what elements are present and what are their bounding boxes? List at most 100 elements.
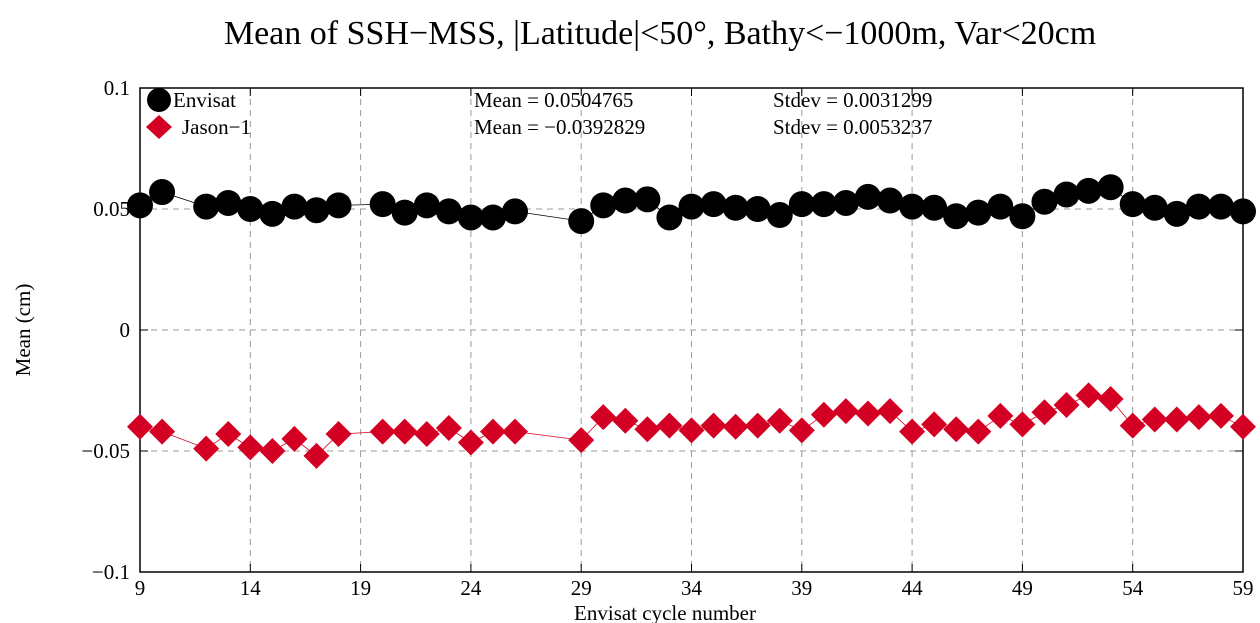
data-point [1141, 406, 1168, 433]
data-point [899, 418, 926, 445]
data-point [1119, 412, 1146, 439]
data-point [854, 400, 881, 427]
x-tick-label: 54 [1122, 576, 1144, 600]
data-point [259, 200, 286, 227]
data-point [281, 193, 308, 220]
data-point [877, 398, 904, 425]
data-point [877, 187, 904, 214]
data-point [1230, 413, 1256, 440]
x-tick-label: 29 [571, 576, 592, 600]
data-point [1141, 194, 1168, 221]
legend-label-jason: Jason−1 [182, 115, 251, 139]
data-point [987, 402, 1014, 429]
data-point [215, 189, 242, 216]
x-tick-label: 14 [240, 576, 262, 600]
data-point [854, 183, 881, 210]
data-point [766, 407, 793, 434]
data-point [656, 412, 683, 439]
data-point [237, 434, 264, 461]
data-point [237, 196, 264, 222]
legend: Envisat Jason−1 Mean = 0.0504765 Stdev =… [146, 88, 932, 139]
x-tick-label: 19 [350, 576, 371, 600]
data-point [149, 179, 176, 206]
grid [140, 88, 1243, 572]
data-point [810, 191, 837, 218]
x-tick-label: 44 [902, 576, 924, 600]
data-point [1097, 385, 1124, 412]
data-point [899, 193, 926, 220]
data-point [149, 418, 176, 445]
data-point [259, 438, 286, 464]
data-point [722, 194, 749, 221]
data-point [700, 412, 727, 439]
data-point [369, 191, 396, 218]
data-point [921, 194, 948, 221]
y-tick-label: 0.05 [93, 197, 130, 221]
data-point [965, 418, 992, 445]
data-point [1053, 392, 1080, 419]
data-point [832, 189, 859, 216]
data-point [700, 191, 727, 218]
x-tick-label: 9 [135, 576, 146, 600]
data-point [1207, 193, 1234, 220]
data-point [502, 418, 529, 445]
data-point [325, 192, 352, 219]
data-point [435, 198, 462, 225]
data-point [590, 192, 617, 219]
data-point [678, 417, 705, 444]
data-point [1075, 177, 1102, 204]
data-point [678, 193, 705, 220]
stat-stdev-jason: Stdev = 0.0053237 [773, 115, 932, 139]
series-envisat [127, 174, 1256, 235]
data-point [568, 208, 595, 235]
data-point [568, 427, 595, 454]
data-point [1009, 203, 1036, 230]
data-point [612, 187, 639, 214]
data-point [303, 442, 330, 469]
data-point [810, 401, 837, 428]
y-tick-label: −0.05 [81, 439, 130, 463]
data-point [1097, 174, 1124, 201]
axis-ticks: 9 14 19 24 29 34 39 44 49 54 59 −0.1 −0.05 0 0.05 0.1 [81, 76, 1253, 600]
data-point [832, 398, 859, 425]
data-point [1075, 382, 1102, 409]
series-layer [127, 174, 1256, 469]
data-point [193, 193, 220, 220]
x-axis-label: Envisat cycle number [574, 601, 756, 623]
data-point [1163, 406, 1190, 433]
data-point [413, 421, 440, 448]
y-axis-label: Mean (cm) [11, 284, 35, 377]
data-point [788, 417, 815, 444]
data-point [744, 412, 771, 439]
data-point [1119, 191, 1146, 218]
data-point [215, 421, 242, 448]
data-point [744, 196, 771, 222]
data-point [590, 404, 617, 431]
data-point [1031, 399, 1058, 426]
data-point [127, 413, 153, 440]
data-point [479, 204, 506, 231]
data-point [479, 418, 506, 445]
x-tick-label: 39 [791, 576, 812, 600]
x-tick-label: 34 [681, 576, 703, 600]
data-point [1009, 411, 1036, 438]
data-point [303, 197, 330, 224]
x-tick-label: 59 [1233, 576, 1254, 600]
data-point [457, 204, 484, 231]
data-point [722, 413, 749, 440]
data-point [921, 411, 948, 438]
stat-stdev-envisat: Stdev = 0.0031299 [773, 88, 932, 112]
chart-title: Mean of SSH−MSS, |Latitude|<50°, Bathy<−… [224, 15, 1096, 52]
data-point [656, 204, 683, 231]
data-point [943, 203, 970, 230]
data-point [987, 193, 1014, 220]
data-point [325, 421, 352, 448]
data-point [634, 416, 661, 443]
legend-marker-envisat [147, 88, 171, 112]
y-tick-label: 0.1 [104, 76, 130, 100]
data-point [1230, 198, 1256, 225]
data-point [391, 199, 418, 226]
series-jason [127, 382, 1256, 469]
legend-marker-jason [146, 115, 172, 139]
